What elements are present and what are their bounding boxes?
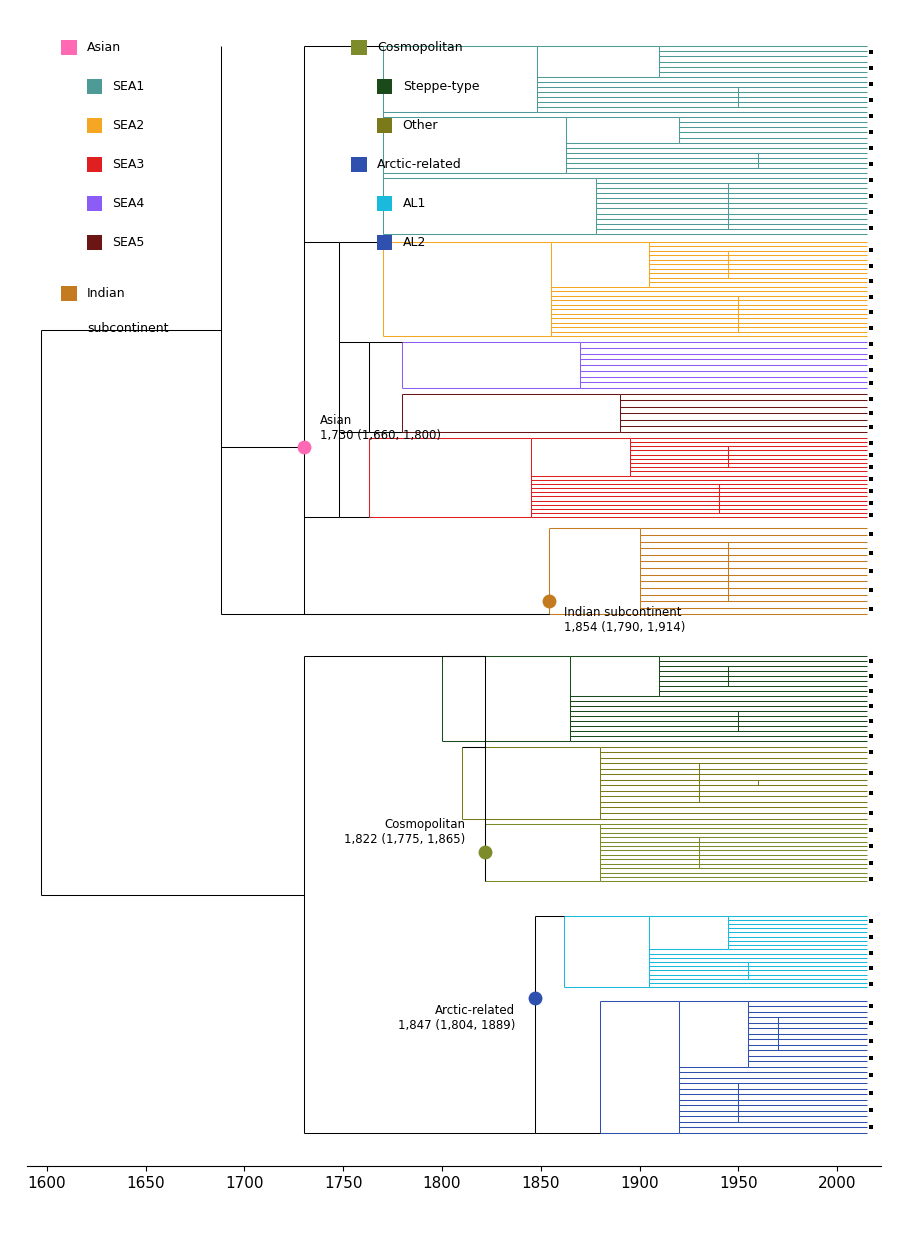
FancyBboxPatch shape xyxy=(87,196,103,211)
Text: SEA5: SEA5 xyxy=(112,236,145,249)
FancyBboxPatch shape xyxy=(61,286,76,301)
FancyBboxPatch shape xyxy=(87,235,103,250)
FancyBboxPatch shape xyxy=(377,235,392,250)
FancyBboxPatch shape xyxy=(351,157,367,172)
Text: AL2: AL2 xyxy=(402,236,426,249)
FancyBboxPatch shape xyxy=(87,157,103,172)
Text: Arctic-related
1,847 (1,804, 1889): Arctic-related 1,847 (1,804, 1889) xyxy=(398,1004,515,1032)
Text: Cosmopolitan: Cosmopolitan xyxy=(377,41,463,53)
FancyBboxPatch shape xyxy=(351,40,367,55)
Text: Indian: Indian xyxy=(87,287,125,300)
Text: Other: Other xyxy=(402,119,438,132)
Text: AL1: AL1 xyxy=(402,196,426,210)
FancyBboxPatch shape xyxy=(61,40,76,55)
Text: subcontinent: subcontinent xyxy=(87,322,168,334)
Text: Asian
1,730 (1,660, 1,800): Asian 1,730 (1,660, 1,800) xyxy=(320,414,440,443)
FancyBboxPatch shape xyxy=(87,80,103,94)
Text: Arctic-related: Arctic-related xyxy=(377,158,462,172)
FancyBboxPatch shape xyxy=(377,80,392,94)
FancyBboxPatch shape xyxy=(377,118,392,133)
Text: SEA1: SEA1 xyxy=(112,80,145,93)
FancyBboxPatch shape xyxy=(377,196,392,211)
Text: Steppe-type: Steppe-type xyxy=(402,80,479,93)
Text: Indian subcontinent
1,854 (1,790, 1,914): Indian subcontinent 1,854 (1,790, 1,914) xyxy=(564,605,686,634)
Text: Cosmopolitan
1,822 (1,775, 1,865): Cosmopolitan 1,822 (1,775, 1,865) xyxy=(345,818,465,846)
FancyBboxPatch shape xyxy=(87,118,103,133)
Text: SEA4: SEA4 xyxy=(112,196,145,210)
Text: Asian: Asian xyxy=(87,41,121,53)
Text: SEA3: SEA3 xyxy=(112,158,145,172)
Text: SEA2: SEA2 xyxy=(112,119,145,132)
